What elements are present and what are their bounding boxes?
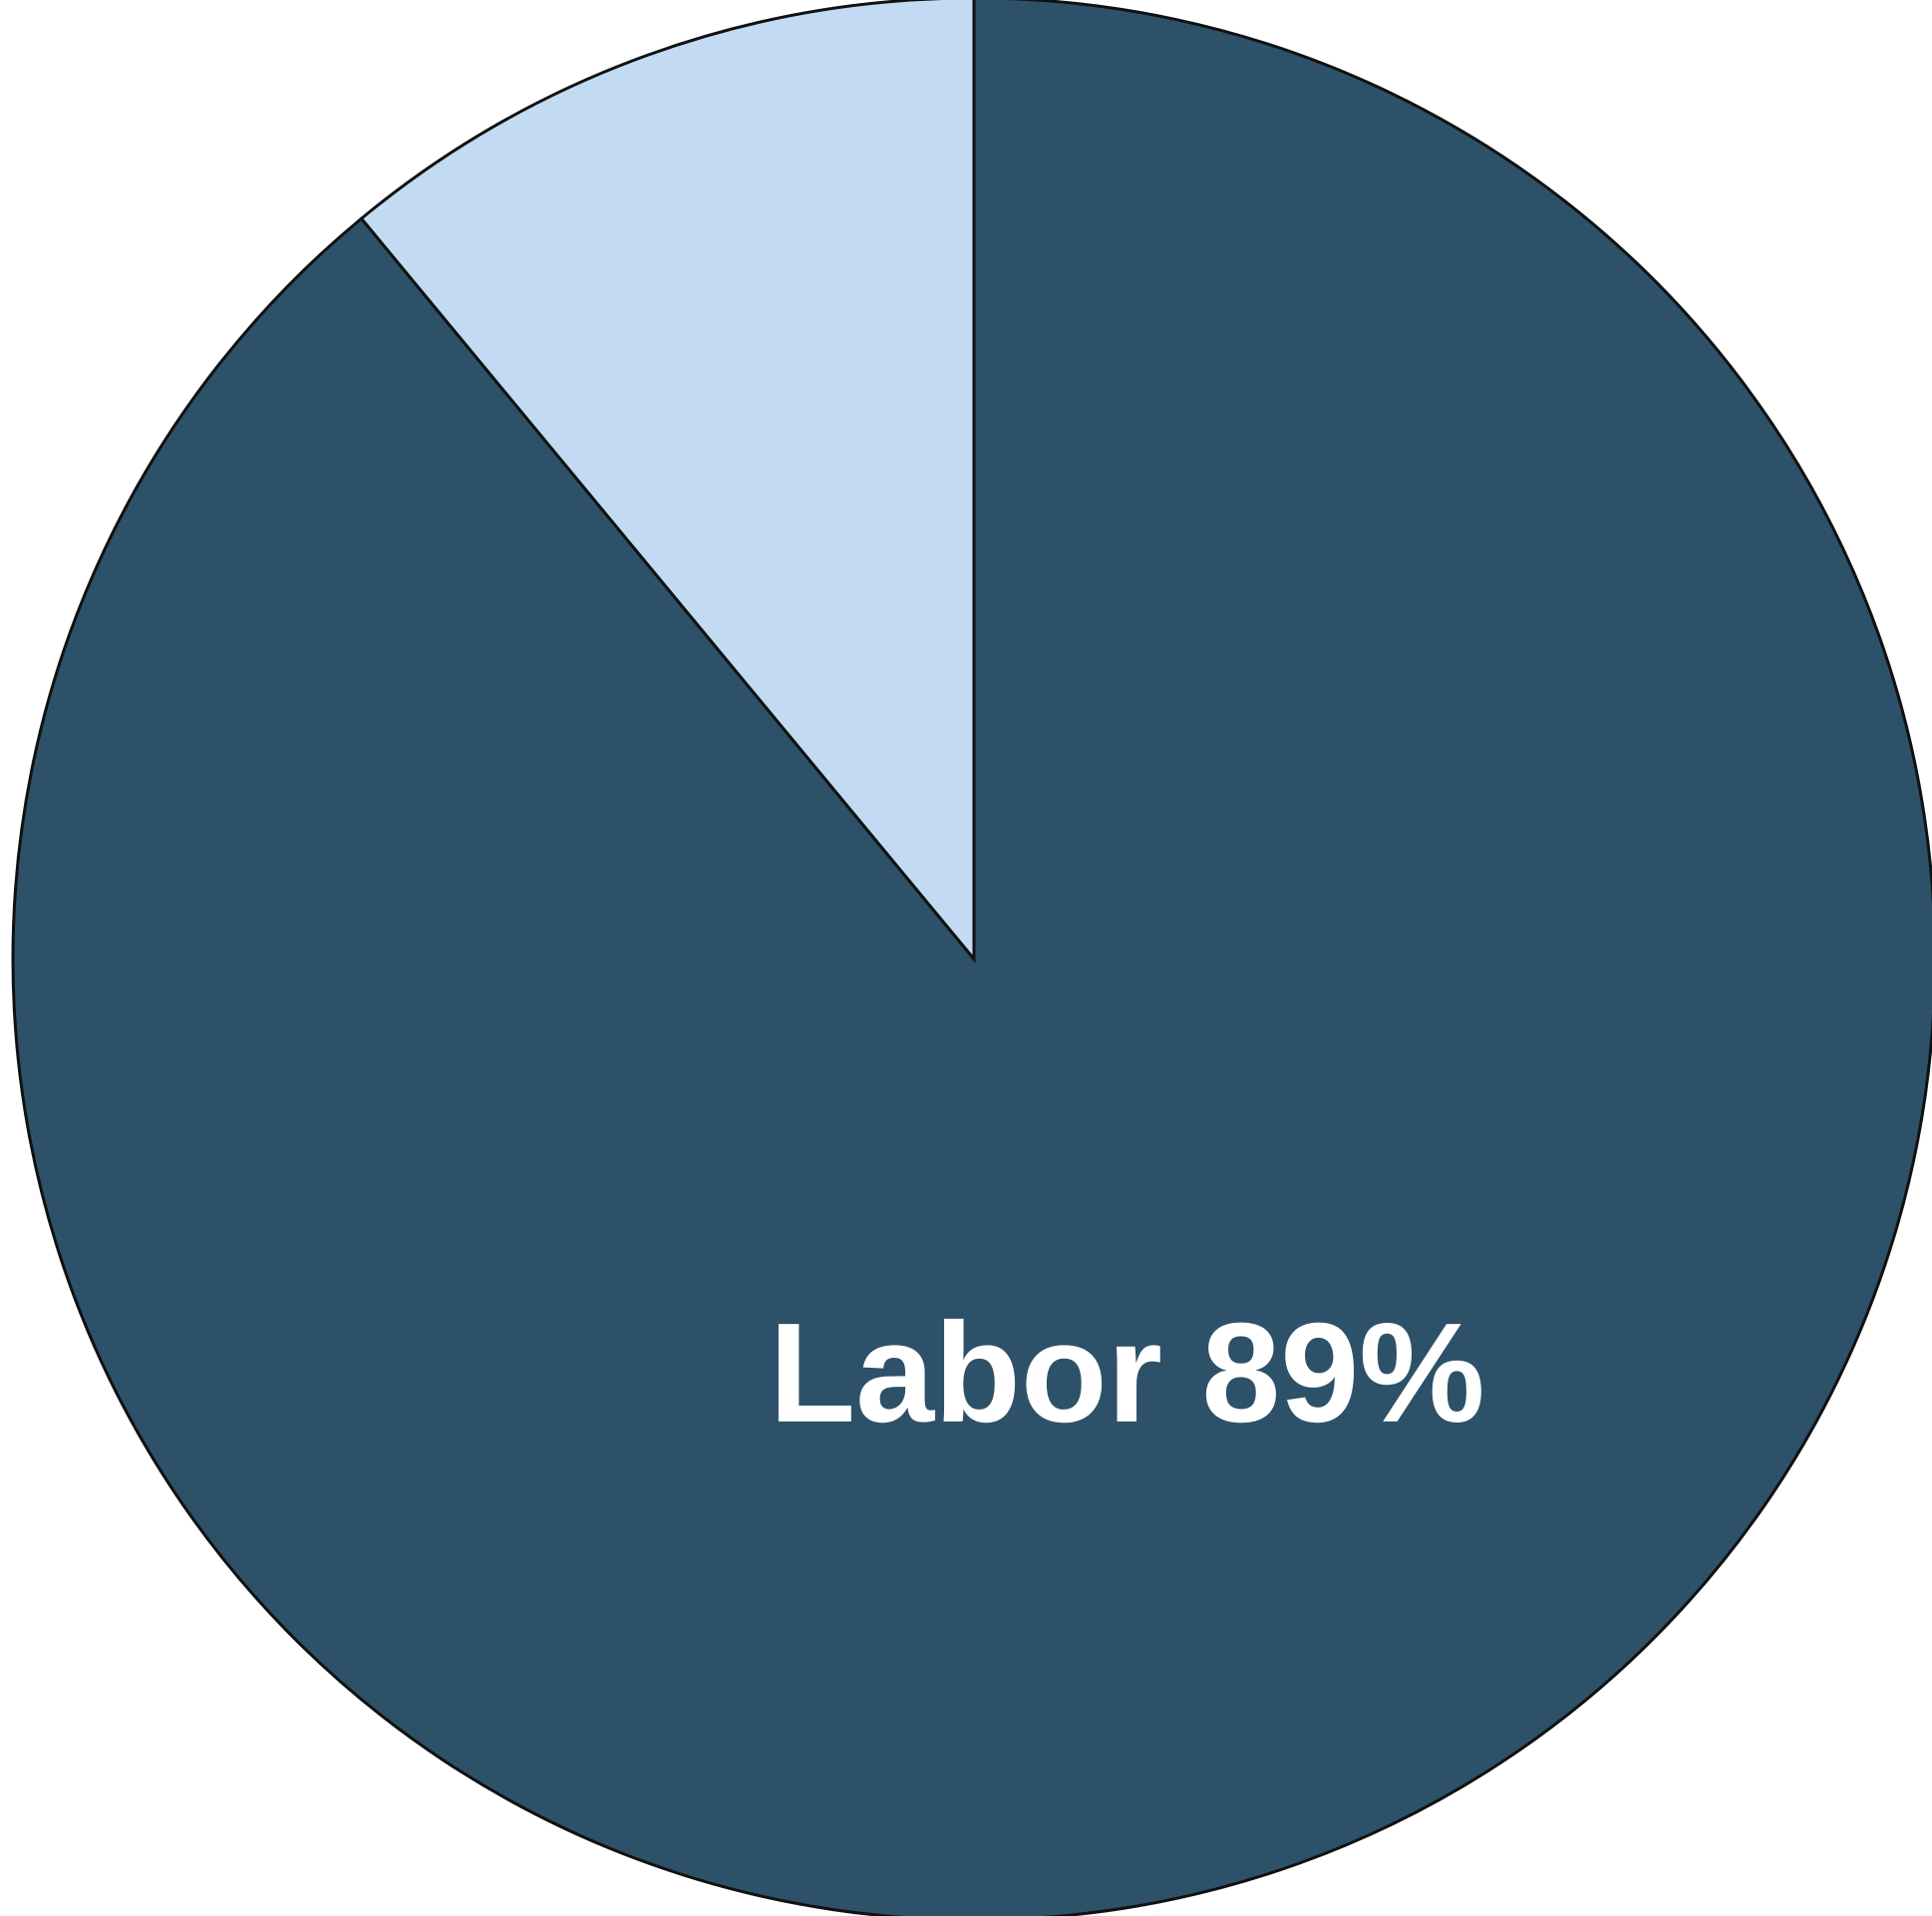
pie-slice-label-labor: Labor 89% xyxy=(769,1294,1484,1452)
pie-labels: Labor 89% xyxy=(769,1294,1484,1452)
pie-slice-other-1 xyxy=(359,0,976,964)
pie-slices xyxy=(11,0,1932,1916)
